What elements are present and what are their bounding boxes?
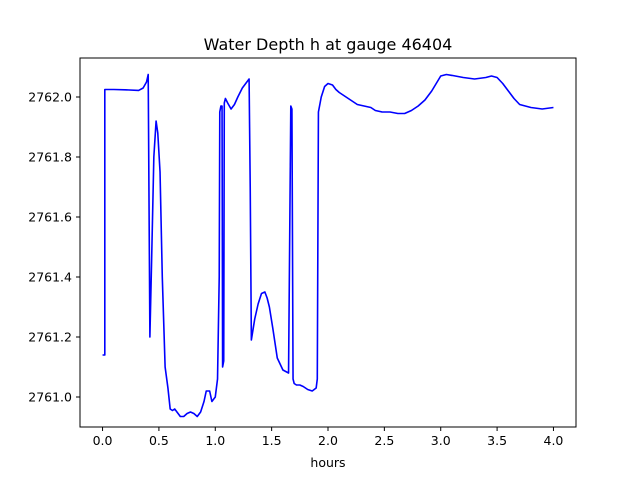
chart-title: Water Depth h at gauge 46404 <box>204 35 453 54</box>
x-tick-label: 2.0 <box>318 433 338 448</box>
x-axis-ticks: 0.0 0.5 1.0 1.5 2.0 2.5 3.0 3.5 4.0 <box>93 427 564 448</box>
x-tick-label: 3.0 <box>431 433 451 448</box>
x-tick-label: 0.5 <box>149 433 169 448</box>
y-tick-label: 2762.0 <box>28 90 72 105</box>
x-tick-label: 4.0 <box>544 433 564 448</box>
x-tick-label: 1.0 <box>205 433 225 448</box>
plot-area <box>102 73 554 418</box>
x-tick-label: 1.5 <box>262 433 282 448</box>
x-axis-label: hours <box>310 455 345 470</box>
x-tick-label: 0.0 <box>93 433 113 448</box>
y-tick-label: 2761.8 <box>28 150 72 165</box>
y-tick-label: 2761.4 <box>28 270 72 285</box>
y-tick-label: 2761.2 <box>28 330 72 345</box>
series-line <box>102 73 554 418</box>
x-tick-label: 3.5 <box>487 433 507 448</box>
x-tick-label: 2.5 <box>374 433 394 448</box>
y-tick-label: 2761.6 <box>28 210 72 225</box>
y-axis-ticks: 2761.0 2761.2 2761.4 2761.6 2761.8 2762.0 <box>28 90 80 405</box>
y-tick-label: 2761.0 <box>28 390 72 405</box>
